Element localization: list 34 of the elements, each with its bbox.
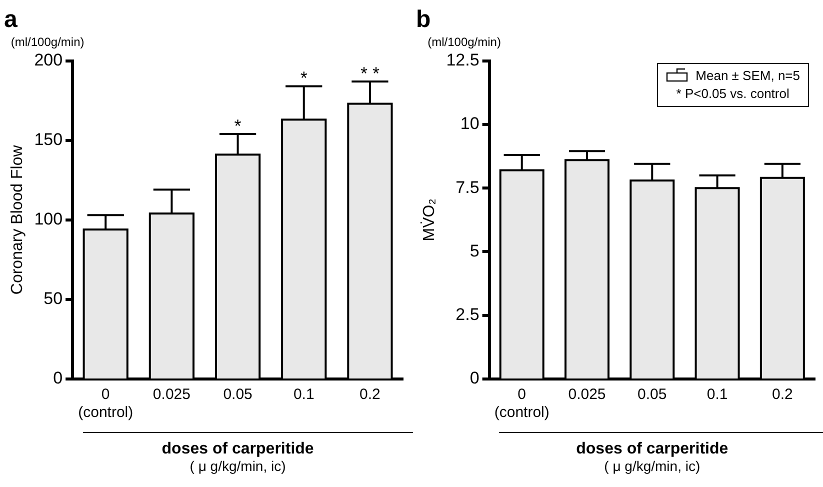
x-tick-label: 0.025 (152, 386, 190, 404)
text: (ml/100g/min) (10, 35, 84, 50)
x-axis-title: doses of carperitide ( μ g/kg/min, ic) (576, 440, 728, 474)
y-tick-label: 150 (34, 130, 63, 150)
y-axis-title: MV̇O₂ (420, 198, 438, 242)
x-tick-label: 0.05 (638, 386, 667, 404)
x-tick-label: 0 (control) (78, 386, 134, 422)
annotation: * (234, 116, 242, 136)
x-tick-label: 0.2 (772, 386, 793, 404)
y-tick-label: 50 (44, 289, 63, 308)
y-tick-label: 12.5 (446, 50, 480, 70)
x-tick-label: 0.05 (223, 386, 252, 404)
chart-title: a (4, 6, 18, 34)
y-tick-label: 2.5 (456, 305, 480, 324)
x-axis-title: doses of carperitide ( μ g/kg/min, ic) (162, 440, 314, 474)
y-tick-label: 100 (34, 210, 63, 229)
text: (ml/100g/min) (428, 35, 501, 50)
x-tick-label: 0.1 (706, 386, 728, 404)
y-tick-label: 10 (460, 114, 480, 134)
x-tick-label: 0 (control) (494, 386, 550, 422)
y-tick-label: 5 (470, 241, 480, 260)
y-axis-title: Coronary Blood Flow (9, 144, 26, 295)
annotation: * * (360, 63, 380, 84)
y-tick-label: 0 (53, 368, 63, 388)
chart-title: b (416, 6, 431, 34)
annotation: * (300, 68, 308, 88)
y-tick-label: 0 (470, 368, 480, 388)
annotation: Mean ± SEM, n=5 (694, 66, 800, 85)
y-tick-label: 7.5 (456, 178, 480, 197)
annotation: * P<0.05 vs. control (675, 84, 790, 103)
y-tick-label: 200 (34, 50, 63, 70)
x-tick-label: 0.2 (360, 386, 380, 404)
x-tick-label: 0.025 (568, 386, 606, 404)
x-tick-label: 0.1 (293, 386, 314, 404)
